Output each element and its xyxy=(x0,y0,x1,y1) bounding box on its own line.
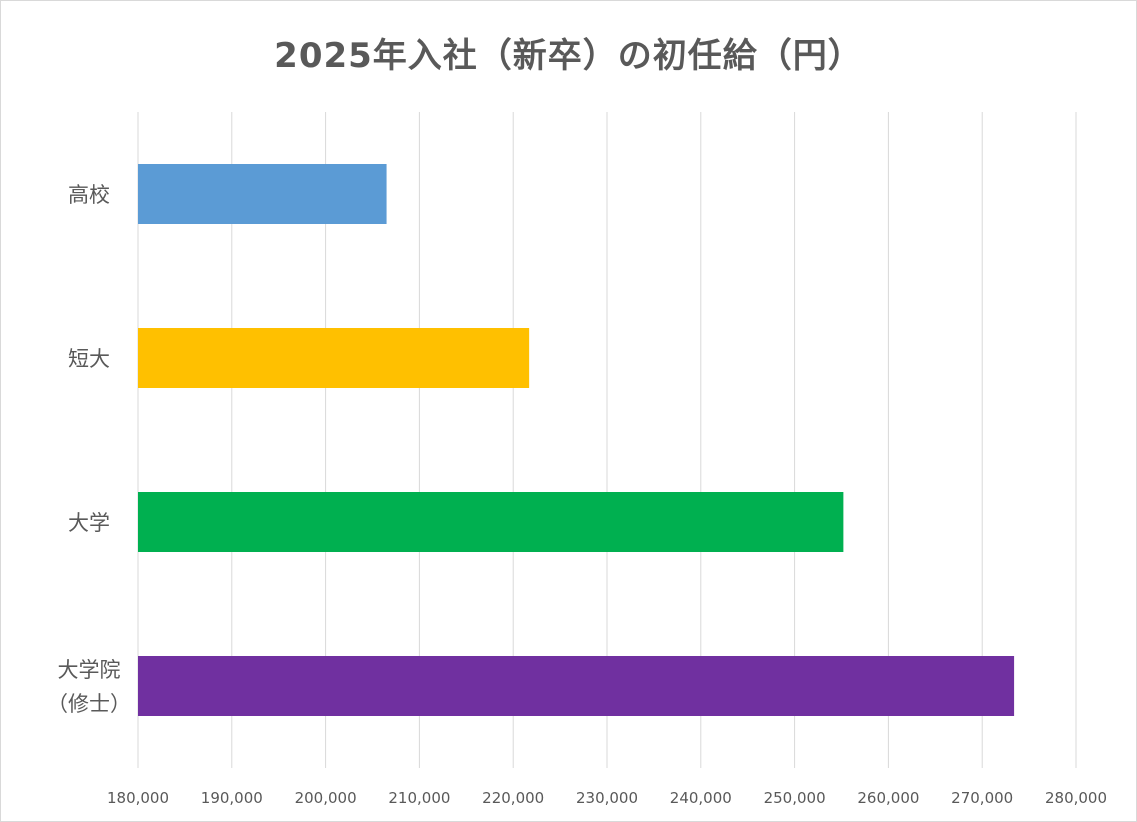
x-tick-label: 220,000 xyxy=(482,789,544,807)
category-label: 大学院 （修士） xyxy=(47,658,131,716)
category-label-line: 高校 xyxy=(68,183,110,207)
x-tick-label: 190,000 xyxy=(201,789,263,807)
chart-title: 2025年入社（新卒）の初任給（円） xyxy=(274,36,863,76)
x-tick-label: 270,000 xyxy=(951,789,1013,807)
x-tick-label: 230,000 xyxy=(576,789,638,807)
bars xyxy=(138,164,1015,716)
category-label: 高校 xyxy=(68,183,110,207)
x-tick-label: 260,000 xyxy=(857,789,919,807)
category-label-line: （修士） xyxy=(47,692,131,716)
category-label: 大学 xyxy=(68,511,110,535)
x-tick-label: 250,000 xyxy=(764,789,826,807)
x-tick-label: 240,000 xyxy=(670,789,732,807)
bar xyxy=(138,328,530,388)
category-label-line: 大学院 xyxy=(58,658,121,682)
bar xyxy=(138,492,844,552)
category-label: 短大 xyxy=(68,347,110,371)
x-tick-label: 280,000 xyxy=(1045,789,1107,807)
category-label-line: 短大 xyxy=(68,347,110,371)
bar xyxy=(138,164,387,224)
x-tick-label: 180,000 xyxy=(107,789,169,807)
category-label-line: 大学 xyxy=(68,511,110,535)
x-tick-label: 210,000 xyxy=(388,789,450,807)
bar xyxy=(138,656,1015,716)
x-tick-labels: 180,000 190,000 200,000 210,000 220,000 230,0… xyxy=(107,789,1107,807)
x-tick-label: 200,000 xyxy=(295,789,357,807)
